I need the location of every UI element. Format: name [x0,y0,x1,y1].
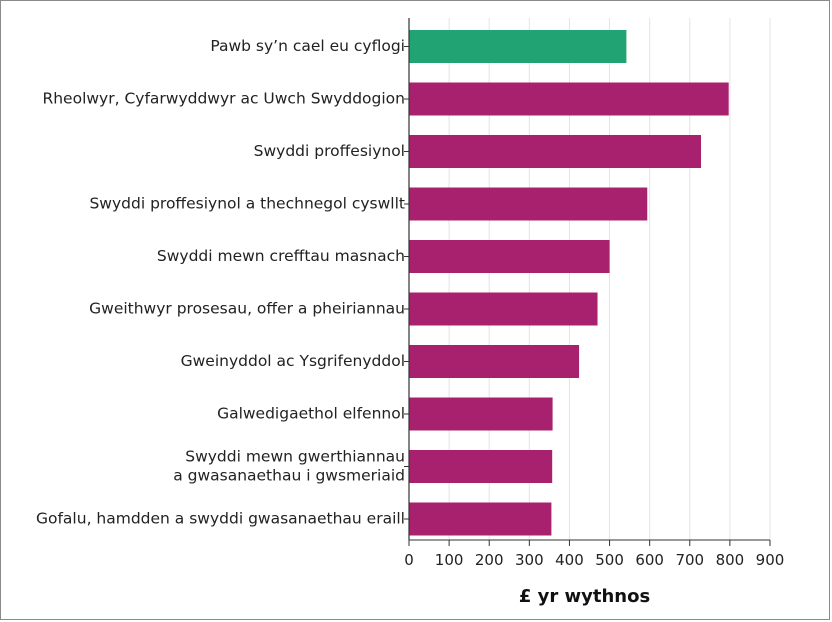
bar [409,187,648,221]
x-tick-label: 200 [475,551,504,569]
x-tick-label: 900 [756,551,785,569]
x-tick-label: 0 [404,551,414,569]
category-label: Gweithwyr prosesau, offer a pheiriannau [89,300,405,318]
category-label: Pawb sy’n cael eu cyflogi [210,37,405,55]
x-tick-label: 500 [595,551,624,569]
x-tick-label: 300 [515,551,544,569]
x-tick-label: 700 [675,551,704,569]
category-label: Rheolwyr, Cyfarwyddwyr ac Uwch Swyddogio… [42,90,405,108]
bar [409,345,580,378]
category-label: Swyddi mewn crefftau masnach [157,247,405,265]
x-tick-label: 800 [716,551,745,569]
category-label: a gwasanaethau i gwsmeriaid [173,467,405,485]
x-axis-title: £ yr wythnos [519,586,650,607]
bar [409,292,598,326]
x-tick-label: 600 [635,551,664,569]
bar [409,82,729,116]
bar [409,135,702,168]
category-label: Gofalu, hamdden a swyddi gwasanaethau er… [36,510,405,528]
bar [409,240,610,273]
bar [409,397,553,431]
bar [409,502,552,536]
category-label: Swyddi proffesiynol [254,142,405,160]
category-label: Gweinyddol ac Ysgrifenyddol [181,352,405,370]
bar [409,450,553,483]
category-label: Swyddi mewn gwerthiannau [185,448,405,466]
category-label: Galwedigaethol elfennol [217,405,405,423]
bar [409,30,627,63]
category-label: Swyddi proffesiynol a thechnegol cyswllt [89,195,405,213]
x-tick-label: 400 [555,551,584,569]
x-tick-label: 100 [435,551,464,569]
